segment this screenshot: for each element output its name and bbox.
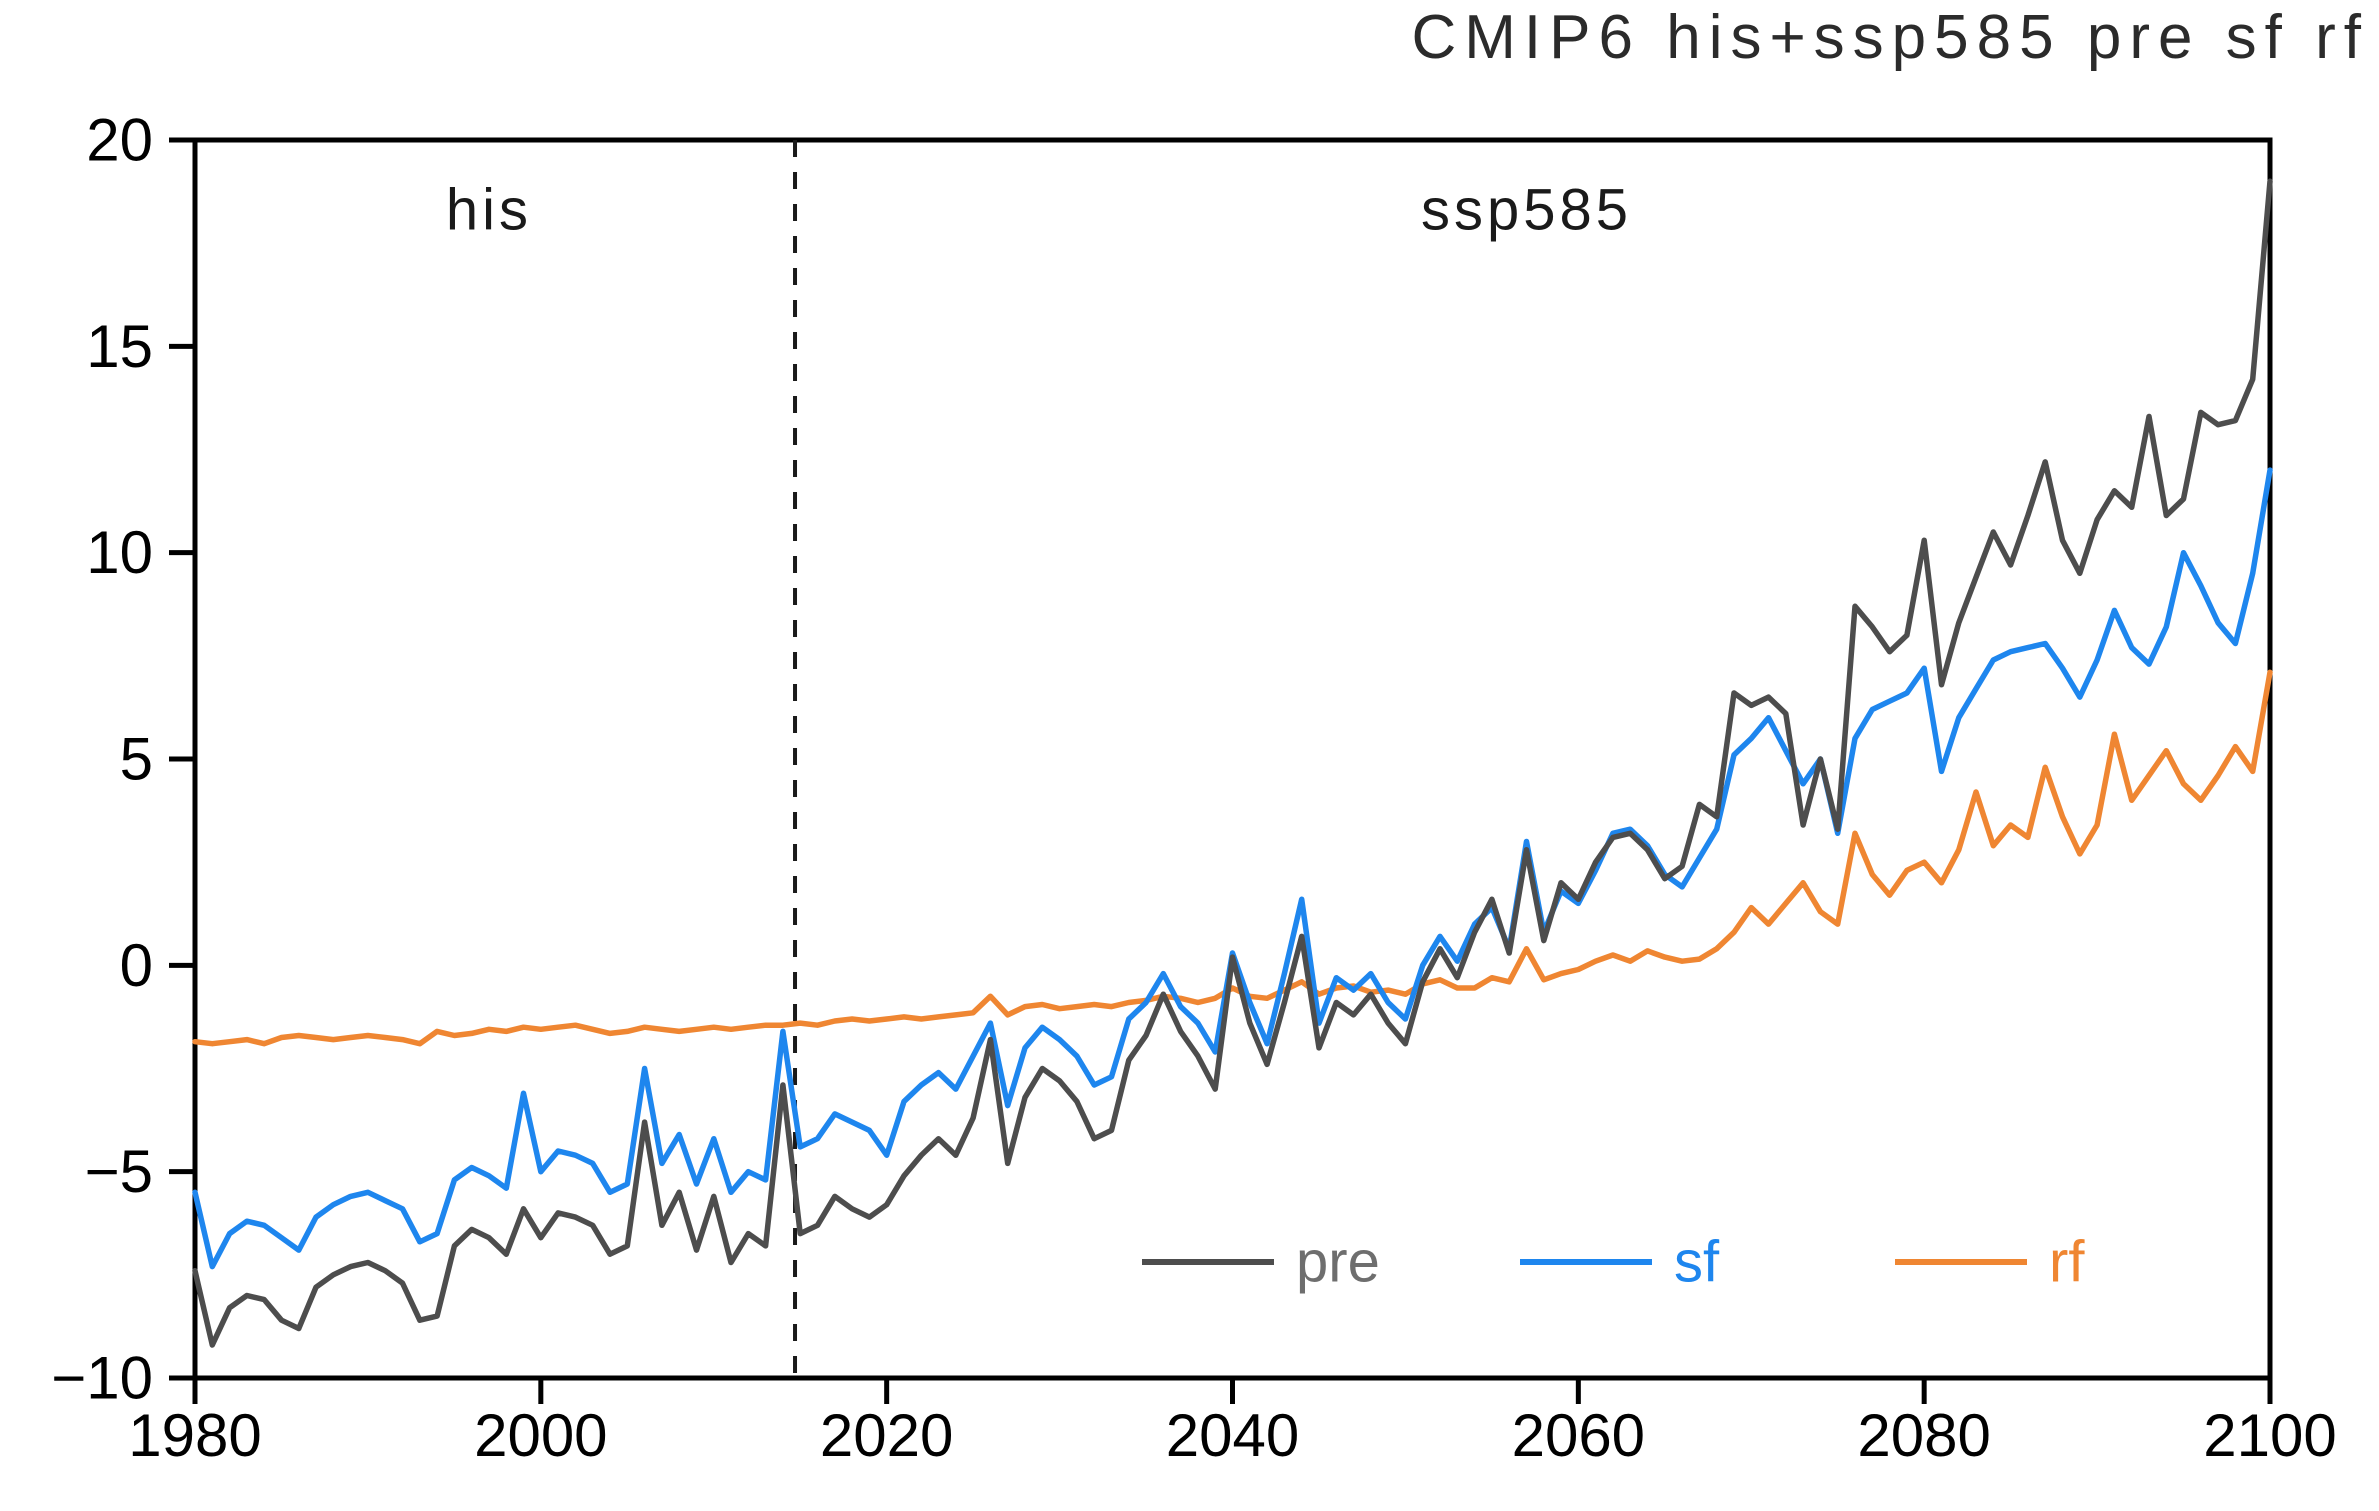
series-layer bbox=[192, 178, 2273, 1348]
y-tick-label: −10 bbox=[51, 1345, 153, 1412]
legend-label-sf: sf bbox=[1674, 1230, 1720, 1295]
y-tick-label: 0 bbox=[120, 932, 153, 999]
x-tick-label: 2000 bbox=[474, 1402, 607, 1469]
y-tick-label: 5 bbox=[120, 726, 153, 793]
x-tick-label: 2060 bbox=[1512, 1402, 1645, 1469]
period-label-his: his bbox=[446, 178, 532, 243]
plot-frame bbox=[192, 137, 2273, 1381]
y-tick-label: −5 bbox=[85, 1138, 153, 1205]
legend-label-rf: rf bbox=[2049, 1230, 2085, 1295]
period-label-ssp585: ssp585 bbox=[1421, 178, 1632, 243]
x-tick-label: 1980 bbox=[128, 1402, 261, 1469]
y-tick-label: 20 bbox=[86, 107, 153, 174]
series-line-sf bbox=[192, 467, 2273, 1270]
y-tick-label: 15 bbox=[86, 313, 153, 380]
series-line-pre bbox=[192, 178, 2273, 1348]
legend-label-pre: pre bbox=[1296, 1230, 1380, 1295]
x-tick-label: 2020 bbox=[820, 1402, 953, 1469]
x-tick-label: 2080 bbox=[1857, 1402, 1990, 1469]
x-tick-label: 2100 bbox=[2203, 1402, 2336, 1469]
annotation-layer: his ssp585 bbox=[446, 178, 1632, 243]
legend-layer: pre sf rf bbox=[1142, 1230, 2085, 1295]
y-tick-label: 10 bbox=[86, 519, 153, 586]
x-tick-label: 2040 bbox=[1166, 1402, 1299, 1469]
series-line-rf bbox=[192, 669, 2273, 1047]
chart-title: CMIP6 his+ssp585 pre sf rf bbox=[1411, 3, 2369, 72]
